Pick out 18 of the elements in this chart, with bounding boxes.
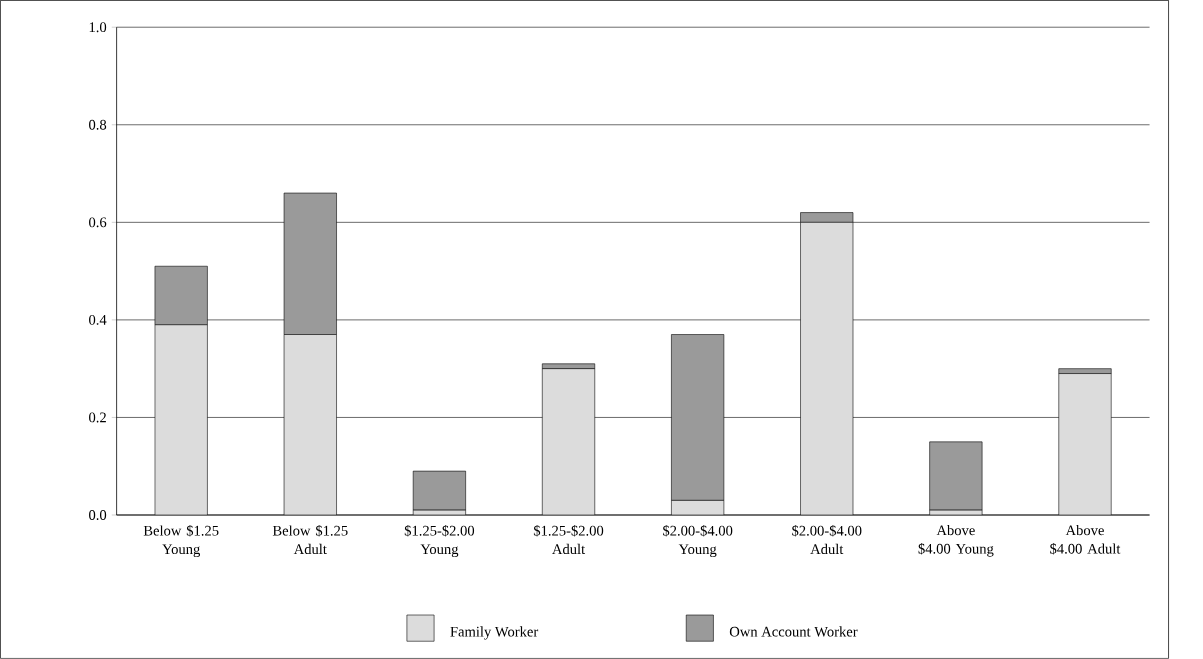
x-tick-label: $1.25-$2.00 Adult [533, 525, 604, 555]
y-tick-label: 0.0 [89, 510, 107, 521]
x-tick-label: $2.00-$4.00 Young [663, 525, 733, 558]
y-tick-label: 0.8 [89, 119, 107, 130]
bar [412, 470, 466, 511]
x-tick-label: $1.25-$2.00 Young [404, 525, 475, 558]
y-tick-label: 1.0 [89, 22, 107, 33]
x-tick-label: Above $4.00 Adult [1050, 525, 1121, 555]
legend-label: Family Worker [450, 626, 539, 640]
y-tick-label: 0.6 [89, 217, 107, 228]
bar [929, 441, 983, 511]
x-tick-label: $2.00-$4.00 Adult [792, 525, 862, 555]
x-tick-label: Below $1.25 Young [143, 525, 219, 558]
y-tick-label: 0.2 [89, 412, 106, 423]
legend-label: Own Account Worker [729, 626, 858, 637]
x-tick-label: Above $4.00 Young [918, 525, 994, 557]
x-tick-label: Below $1.25 Adult [272, 525, 348, 555]
y-tick-label: 0.4 [89, 315, 107, 325]
